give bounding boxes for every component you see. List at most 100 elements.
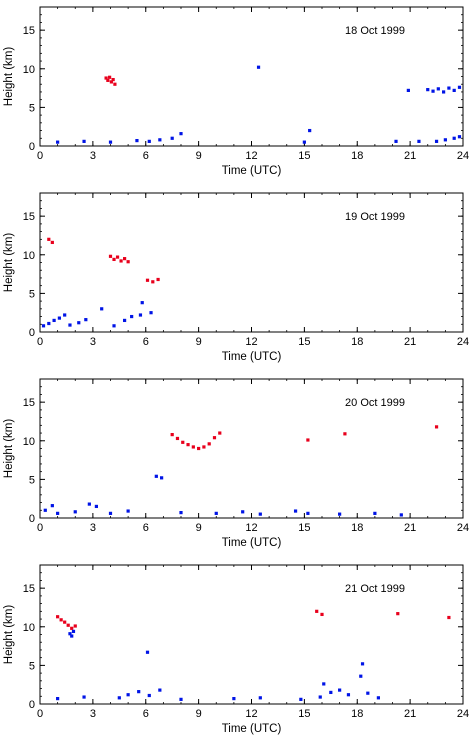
data-point	[100, 307, 104, 311]
x-tick-label: 21	[404, 336, 416, 348]
x-tick-label: 6	[143, 336, 149, 348]
data-point	[373, 511, 377, 515]
data-point	[434, 139, 439, 143]
y-tick-label: 5	[29, 288, 35, 300]
x-tick-label: 0	[37, 150, 43, 162]
data-point	[149, 311, 153, 315]
y-tick-label: 0	[29, 699, 35, 711]
y-tick-label: 15	[23, 211, 35, 223]
data-point	[338, 512, 342, 516]
data-point	[241, 510, 245, 514]
x-tick-label: 0	[37, 708, 43, 720]
x-tick-label: 15	[298, 522, 310, 534]
data-point	[197, 446, 201, 451]
y-axis-label: Height (km)	[3, 47, 15, 107]
data-point	[56, 696, 60, 701]
x-tick-label: 3	[90, 522, 96, 534]
y-tick-label: 0	[29, 327, 35, 339]
data-point	[338, 688, 342, 692]
x-tick-label: 12	[245, 336, 257, 348]
data-point	[179, 132, 183, 136]
data-point	[308, 128, 312, 133]
y-tick-label: 15	[23, 583, 35, 595]
x-tick-label: 3	[90, 708, 96, 720]
data-point	[160, 476, 164, 480]
data-point	[104, 76, 108, 80]
data-point	[52, 318, 56, 323]
data-point	[158, 688, 162, 692]
data-point	[306, 438, 310, 442]
data-point	[56, 511, 60, 515]
x-tick-label: 18	[351, 708, 363, 720]
y-tick-label: 10	[23, 250, 35, 262]
y-axis-label: Height (km)	[3, 419, 15, 479]
data-point	[94, 504, 98, 509]
data-point	[447, 615, 451, 620]
data-point	[145, 278, 150, 282]
x-tick-label: 24	[457, 522, 469, 534]
y-tick-label: 5	[29, 102, 35, 114]
data-point	[212, 436, 217, 440]
data-point	[399, 513, 403, 517]
x-tick-label: 18	[351, 336, 363, 348]
data-point	[306, 511, 310, 515]
data-point	[68, 323, 72, 327]
data-point	[84, 318, 88, 322]
x-tick-label: 6	[143, 522, 149, 534]
y-tick-label: 15	[23, 397, 35, 409]
data-point	[59, 618, 63, 622]
y-tick-label: 5	[29, 660, 35, 672]
data-point	[63, 620, 67, 624]
data-point	[117, 696, 121, 700]
y-tick-label: 10	[23, 622, 35, 634]
data-point	[147, 693, 151, 698]
data-point	[147, 139, 151, 143]
panel-2: 0 3 6 9 12 15 18 21 24 0 5 10 15 Time (UTC) Height (km…	[3, 192, 469, 363]
date-label: 20 Oct 1999	[345, 397, 405, 409]
x-tick-label: 0	[37, 522, 43, 534]
x-axis-label: Time (UTC)	[222, 537, 282, 549]
data-point	[214, 511, 218, 515]
data-point	[417, 139, 421, 143]
data-point	[158, 138, 162, 142]
data-point	[318, 695, 322, 699]
y-tick-label: 5	[29, 474, 35, 486]
data-point	[73, 624, 77, 628]
data-point	[322, 682, 326, 686]
y-axis-label: Height (km)	[3, 233, 15, 293]
x-axis-label: Time (UTC)	[222, 165, 282, 177]
data-point	[112, 257, 116, 262]
x-tick-label: 15	[298, 150, 310, 162]
panel-3: 0 3 6 9 12 15 18 21 24 0 5 10 15 Time (UTC) Height (km…	[3, 378, 469, 549]
data-point	[137, 690, 141, 694]
data-point	[443, 138, 447, 142]
y-tick-label: 15	[23, 25, 35, 37]
data-point	[56, 615, 60, 619]
data-point	[452, 136, 456, 140]
data-point	[346, 693, 351, 697]
data-point	[41, 324, 46, 328]
x-tick-label: 18	[351, 522, 363, 534]
data-point	[70, 634, 74, 638]
data-point	[457, 135, 462, 139]
data-point	[343, 432, 347, 436]
data-point	[126, 509, 130, 513]
date-label: 19 Oct 1999	[345, 211, 405, 223]
data-point	[175, 436, 180, 441]
x-tick-label: 21	[404, 150, 416, 162]
data-point	[293, 509, 298, 513]
data-point	[406, 88, 410, 92]
date-label: 21 Oct 1999	[345, 583, 405, 595]
data-point	[126, 260, 130, 264]
panel-1: 0 3 6 9 12 15 18 21 24 0 5 10 15 Time (UTC) Height (km…	[3, 6, 469, 177]
x-tick-label: 3	[90, 336, 96, 348]
data-point	[442, 90, 446, 94]
data-point	[457, 85, 462, 89]
data-point	[299, 697, 303, 701]
data-point	[82, 139, 86, 143]
data-point	[434, 425, 439, 429]
y-tick-label: 10	[23, 64, 35, 76]
data-point	[112, 324, 116, 328]
data-point	[170, 136, 174, 140]
